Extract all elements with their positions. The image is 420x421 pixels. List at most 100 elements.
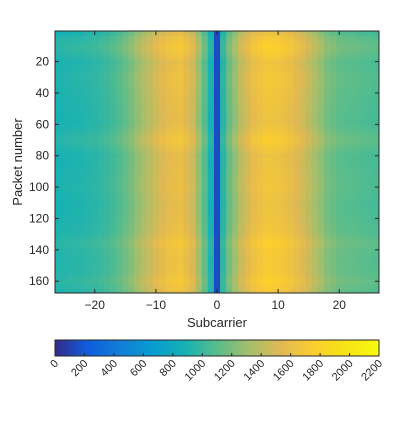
heatmap-cell <box>73 233 80 239</box>
heatmap-cell <box>281 111 288 117</box>
heatmap-cell <box>360 289 368 294</box>
heatmap-row <box>55 219 380 225</box>
heatmap-row <box>55 134 380 140</box>
heatmap-cell <box>134 158 141 164</box>
heatmap-cell <box>103 148 111 154</box>
heatmap-cell <box>116 49 123 55</box>
heatmap-cell <box>207 143 215 150</box>
heatmap-cell <box>91 252 99 258</box>
heatmap-cell <box>91 68 99 74</box>
heatmap-cell <box>275 186 282 192</box>
heatmap-cell <box>238 223 245 230</box>
heatmap-cell <box>299 186 307 192</box>
heatmap-cell <box>226 223 233 230</box>
heatmap-cell <box>336 172 343 178</box>
heatmap-cell <box>189 186 196 192</box>
heatmap-cell <box>268 176 276 183</box>
heatmap-cell <box>146 172 154 178</box>
heatmap-cell <box>342 200 349 206</box>
heatmap-cell <box>189 285 196 291</box>
heatmap-cell <box>201 228 209 234</box>
heatmap-cell <box>183 233 190 239</box>
heatmap-cell <box>250 285 258 291</box>
heatmap-cell <box>140 200 148 206</box>
heatmap-cell <box>134 115 141 121</box>
heatmap-cell <box>360 63 368 70</box>
heatmap-cell <box>110 78 117 84</box>
heatmap-cell <box>122 252 129 258</box>
heatmap-cell <box>305 261 313 267</box>
heatmap-cell <box>256 261 264 267</box>
heatmap-cell <box>201 125 209 131</box>
heatmap-cell <box>79 200 86 206</box>
heatmap-cell <box>97 186 105 192</box>
heatmap-cell <box>146 139 154 145</box>
heatmap-cell <box>268 49 276 55</box>
heatmap-cell <box>73 134 80 140</box>
heatmap-cell <box>110 176 117 183</box>
heatmap-cell <box>366 125 374 131</box>
heatmap-cell <box>73 153 80 159</box>
heatmap-cell <box>152 125 160 131</box>
heatmap-cell <box>85 35 93 41</box>
heatmap-cell <box>366 78 374 84</box>
heatmap-cell <box>305 106 313 112</box>
heatmap-cell <box>354 285 362 291</box>
heatmap-cell <box>97 125 105 131</box>
heatmap-cell <box>122 242 129 248</box>
heatmap-cell <box>195 172 203 178</box>
heatmap-cell <box>177 256 184 263</box>
heatmap-cell <box>336 233 343 239</box>
heatmap-cell <box>140 35 148 41</box>
heatmap-row <box>55 285 380 291</box>
heatmap-cell <box>250 256 258 263</box>
heatmap-cell <box>244 139 252 145</box>
heatmap-cell <box>305 209 313 215</box>
heatmap-cell <box>232 195 239 201</box>
heatmap-cell <box>55 275 62 281</box>
heatmap-cell <box>213 176 221 183</box>
heatmap-cell <box>140 214 148 220</box>
heatmap-cell <box>189 256 196 263</box>
heatmap-cell <box>152 233 160 239</box>
heatmap-cell <box>201 143 209 150</box>
heatmap-cell <box>311 261 319 267</box>
heatmap-cell <box>67 158 74 164</box>
heatmap-cell <box>171 68 178 74</box>
colorbar-axis: 0 200 400 600 800 1000 1200 1400 1600 1800 2000 220… <box>48 353 385 383</box>
heatmap-cell <box>128 285 135 291</box>
heatmap-cell <box>311 186 319 192</box>
heatmap-cell <box>311 172 319 178</box>
heatmap-cell <box>250 289 258 294</box>
heatmap-cell <box>238 191 245 197</box>
heatmap-row <box>55 120 380 126</box>
heatmap-cell <box>299 139 307 145</box>
heatmap-cell <box>256 200 264 206</box>
heatmap-cell <box>342 139 349 145</box>
heatmap-cell <box>201 40 209 46</box>
heatmap-cell <box>293 162 300 168</box>
heatmap-cell <box>152 120 160 126</box>
heatmap-cell <box>183 31 190 37</box>
heatmap-row <box>55 256 380 263</box>
heatmap-cell <box>61 238 68 244</box>
heatmap-cell <box>183 139 190 145</box>
heatmap-cell <box>55 233 62 239</box>
heatmap-cell <box>165 266 172 272</box>
heatmap-cell <box>171 129 178 135</box>
heatmap-cell <box>91 35 99 41</box>
heatmap-cell <box>122 186 129 192</box>
heatmap-cell <box>311 280 319 286</box>
heatmap-cell <box>293 205 300 211</box>
heatmap-cell <box>140 125 148 131</box>
heatmap-cell <box>103 31 111 37</box>
heatmap-cell <box>128 73 135 79</box>
heatmap-cell <box>146 247 154 253</box>
heatmap-cell <box>323 271 331 277</box>
heatmap-cell <box>317 176 325 183</box>
heatmap-cell <box>61 129 68 135</box>
heatmap-cell <box>110 285 117 291</box>
heatmap-cell <box>244 233 252 239</box>
heatmap-cell <box>110 191 117 197</box>
